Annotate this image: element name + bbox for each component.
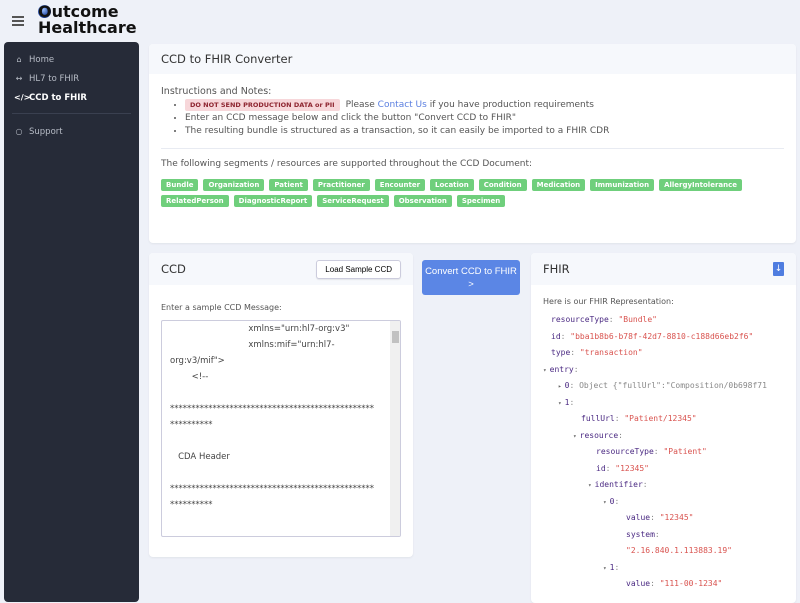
json-key: 0 xyxy=(609,496,615,506)
json-key: 1 xyxy=(564,397,570,407)
file-download-icon[interactable]: ↓ xyxy=(773,262,784,276)
caret-down-icon[interactable]: ▾ xyxy=(573,432,577,440)
instructions-title: Instructions and Notes: xyxy=(161,86,272,97)
json-key: id xyxy=(596,463,606,473)
converter-info-card: CCD to FHIR Converter Instructions and N… xyxy=(149,44,796,243)
json-key: value xyxy=(626,579,651,588)
json-value: "Patient/12345" xyxy=(624,414,697,423)
page-title: CCD to FHIR Converter xyxy=(161,52,293,66)
fhir-label: Here is our FHIR Representation: xyxy=(543,297,674,306)
resource-tag: Medication xyxy=(531,179,586,191)
json-key: fullUrl xyxy=(581,414,615,423)
contact-us-link[interactable]: Contact Us xyxy=(377,100,427,110)
json-row[interactable]: ▾ 0: xyxy=(603,496,620,506)
json-key: resource xyxy=(579,430,619,440)
json-value: "111-00-1234" xyxy=(659,579,723,588)
json-row[interactable]: ▾ entry: xyxy=(543,364,579,374)
json-row[interactable]: ▾ 1: xyxy=(558,397,575,407)
json-key: resourceType xyxy=(596,447,654,456)
json-row: id: "bba1b8b6-b78f-42d7-8810-c188d66eb2f… xyxy=(551,331,754,341)
ccd-title: CCD xyxy=(161,262,186,276)
sidebar-item-hl7-to-fhir[interactable]: ↔ HL7 to FHIR xyxy=(15,73,80,84)
json-value: "Bundle" xyxy=(618,315,657,324)
json-value: "Patient" xyxy=(663,447,707,456)
fhir-title: FHIR xyxy=(543,262,570,276)
resource-tag: DiagnosticReport xyxy=(233,195,313,207)
json-key: id xyxy=(551,331,561,341)
note: The resulting bundle is structured as a … xyxy=(185,125,784,138)
code-icon: </> xyxy=(14,93,31,102)
json-key: identifier xyxy=(594,480,643,489)
warning-badge: DO NOT SEND PRODUCTION DATA or PII xyxy=(185,99,340,111)
fhir-json-tree: resourceType: "Bundle" id: "bba1b8b6-b78f… xyxy=(543,312,784,593)
json-value: Object {"fullUrl":"Composition/0b698f71 xyxy=(579,381,767,390)
json-row[interactable]: ▾ identifier: xyxy=(588,480,648,489)
json-key: 0 xyxy=(564,381,570,390)
json-row: type: "transaction" xyxy=(551,348,643,357)
json-row: value: "111-00-1234" xyxy=(626,579,723,588)
json-row: system: xyxy=(626,529,660,539)
divider xyxy=(161,148,784,149)
load-sample-ccd-button[interactable]: Load Sample CCD xyxy=(316,259,401,279)
sidebar-item-ccd-to-fhir[interactable]: </> CCD to FHIR xyxy=(14,92,87,103)
sidebar-item-home[interactable]: ⌂ Home xyxy=(4,50,139,69)
json-value: "12345" xyxy=(615,463,649,473)
json-row: resourceType: "Bundle" xyxy=(551,315,657,324)
sidebar: ⌂ Home ↔ HL7 to FHIR </> CCD to FHIR ○ Suppo… xyxy=(4,42,139,602)
resource-tags: Bundle Organization Patient Practitioner Enc… xyxy=(161,179,796,207)
json-key: 1 xyxy=(609,562,615,572)
resource-tag: Bundle xyxy=(161,179,199,191)
resource-tag: RelatedPerson xyxy=(161,195,229,207)
json-row[interactable]: ▾ resource: xyxy=(573,430,623,440)
resource-tag: ServiceRequest xyxy=(317,195,389,207)
json-value: "2.16.840.1.113883.19" xyxy=(626,546,732,555)
divider xyxy=(12,113,131,114)
json-row: "2.16.840.1.113883.19" xyxy=(543,543,784,560)
resource-tag: Observation xyxy=(393,195,452,207)
json-row: id: "12345" xyxy=(596,463,649,473)
caret-down-icon[interactable]: ▾ xyxy=(603,564,607,572)
convert-ccd-to-fhir-button[interactable]: Convert CCD to FHIR > xyxy=(422,260,520,295)
json-value: "12345" xyxy=(659,513,694,522)
json-key: value xyxy=(626,513,651,522)
json-row: fullUrl: "Patient/12345" xyxy=(581,414,697,423)
menu-toggle-icon[interactable] xyxy=(12,14,24,28)
ccd-textarea[interactable]: xmlns="urn:hl7-org:v3" xmlns:mif="urn:hl… xyxy=(161,320,401,537)
resource-tag: Immunization xyxy=(590,179,655,191)
json-row[interactable]: ▾ 1: xyxy=(603,562,620,572)
caret-down-icon[interactable]: ▾ xyxy=(543,366,547,374)
json-key: resourceType xyxy=(551,315,609,324)
ccd-input-label: Enter a sample CCD Message: xyxy=(161,303,282,312)
resource-tag: Practitioner xyxy=(312,179,370,191)
json-value: "bba1b8b6-b78f-42d7-8810-c188d66eb2f6" xyxy=(570,331,754,341)
json-value: "transaction" xyxy=(579,348,643,357)
resource-tag: Specimen xyxy=(456,195,506,207)
scrollbar[interactable] xyxy=(390,321,400,536)
json-row: resourceType: "Patient" xyxy=(596,447,707,456)
resource-tag: Condition xyxy=(478,179,527,191)
json-row: value: "12345" xyxy=(626,513,694,522)
resource-tag: Encounter xyxy=(374,179,426,191)
json-row[interactable]: ▸ 0: Object {"fullUrl":"Composition/0b698… xyxy=(558,381,767,390)
json-key: entry xyxy=(549,364,574,374)
sidebar-item-support[interactable]: ○ Support xyxy=(15,126,63,137)
segments-intro: The following segments / resources are s… xyxy=(161,159,533,169)
resource-tag: AllergyIntolerance xyxy=(659,179,742,191)
resource-tag: Location xyxy=(430,179,474,191)
arrows-h-icon: ↔ xyxy=(15,74,23,83)
caret-down-icon[interactable]: ▾ xyxy=(558,399,562,407)
home-icon: ⌂ xyxy=(16,55,22,64)
caret-right-icon[interactable]: ▸ xyxy=(558,383,562,390)
note: Enter an CCD message below and click the… xyxy=(185,112,784,125)
caret-down-icon[interactable]: ▾ xyxy=(603,498,607,506)
resource-tag: Organization xyxy=(203,179,265,191)
fhir-card: FHIR ↓ Here is our FHIR Representation: r… xyxy=(531,253,796,603)
ccd-card: CCD Load Sample CCD Enter a sample CCD Me… xyxy=(149,253,413,557)
caret-down-icon[interactable]: ▾ xyxy=(588,482,592,489)
logo: Outcome Healthcare xyxy=(38,2,137,37)
resource-tag: Patient xyxy=(269,179,308,191)
chat-icon: ○ xyxy=(15,127,23,136)
json-key: type xyxy=(551,348,571,357)
json-key: system xyxy=(626,529,655,539)
